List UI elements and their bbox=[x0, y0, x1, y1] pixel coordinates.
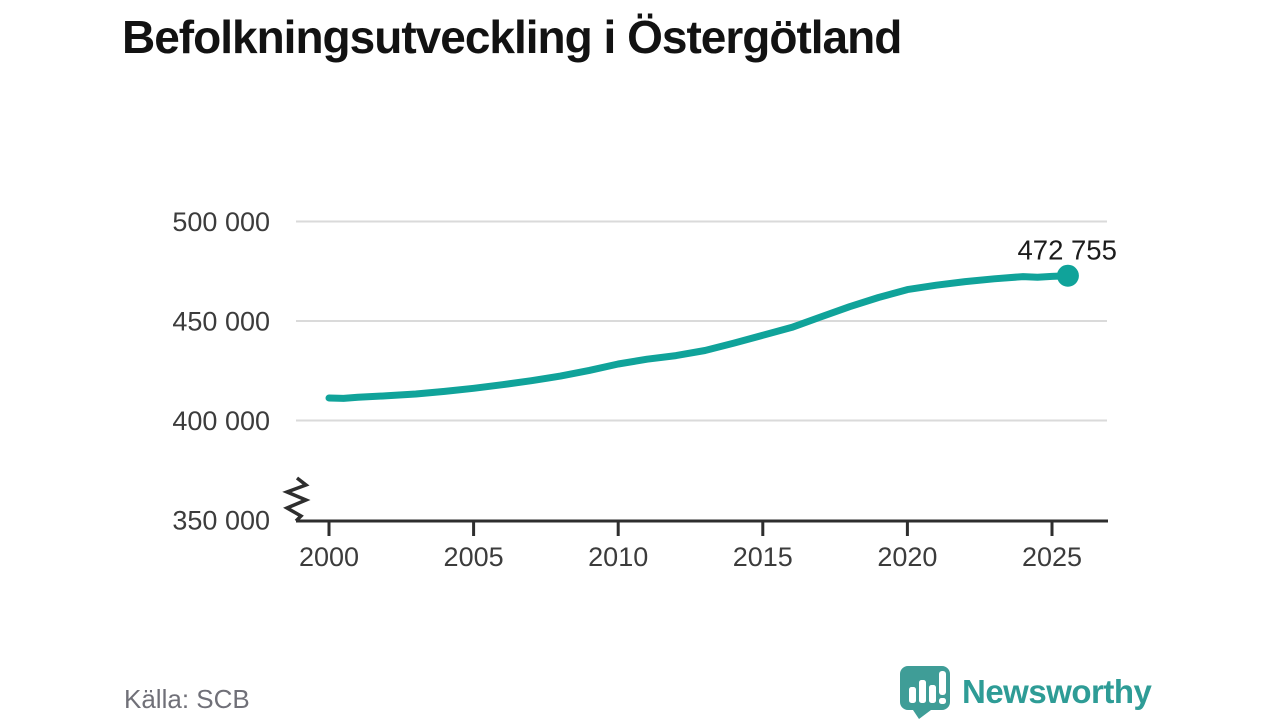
end-value-label: 472 755 bbox=[1017, 235, 1116, 266]
x-axis-tick-label: 2015 bbox=[733, 542, 793, 572]
y-axis-tick-label: 500 000 bbox=[172, 207, 270, 237]
newsworthy-bubble-chart-icon bbox=[900, 666, 950, 719]
newsworthy-logo: Newsworthy bbox=[896, 663, 1152, 720]
exclamation-dot bbox=[939, 698, 946, 704]
x-axis-tick-label: 2010 bbox=[588, 542, 648, 572]
chart-title: Befolkningsutveckling i Östergötland bbox=[122, 11, 902, 63]
bar-3 bbox=[929, 685, 936, 703]
exclamation-bar bbox=[939, 671, 946, 695]
x-axis-tick-label: 2005 bbox=[444, 542, 504, 572]
x-axis-tick-label: 2020 bbox=[877, 542, 937, 572]
x-axis-tick-label: 2025 bbox=[1022, 542, 1082, 572]
axis-break-squiggle bbox=[282, 476, 311, 523]
bar-1 bbox=[909, 687, 916, 703]
end-point-dot bbox=[1056, 264, 1079, 287]
y-axis-tick-label: 450 000 bbox=[172, 307, 270, 337]
x-axis-tick-label: 2000 bbox=[299, 542, 359, 572]
source-label: Källa: SCB bbox=[124, 684, 250, 714]
population-line bbox=[325, 272, 1072, 402]
bar-2 bbox=[919, 680, 926, 703]
newsworthy-wordmark: Newsworthy bbox=[962, 672, 1152, 710]
y-axis-tick-label: 350 000 bbox=[172, 506, 270, 536]
y-axis-tick-label: 400 000 bbox=[172, 406, 270, 436]
